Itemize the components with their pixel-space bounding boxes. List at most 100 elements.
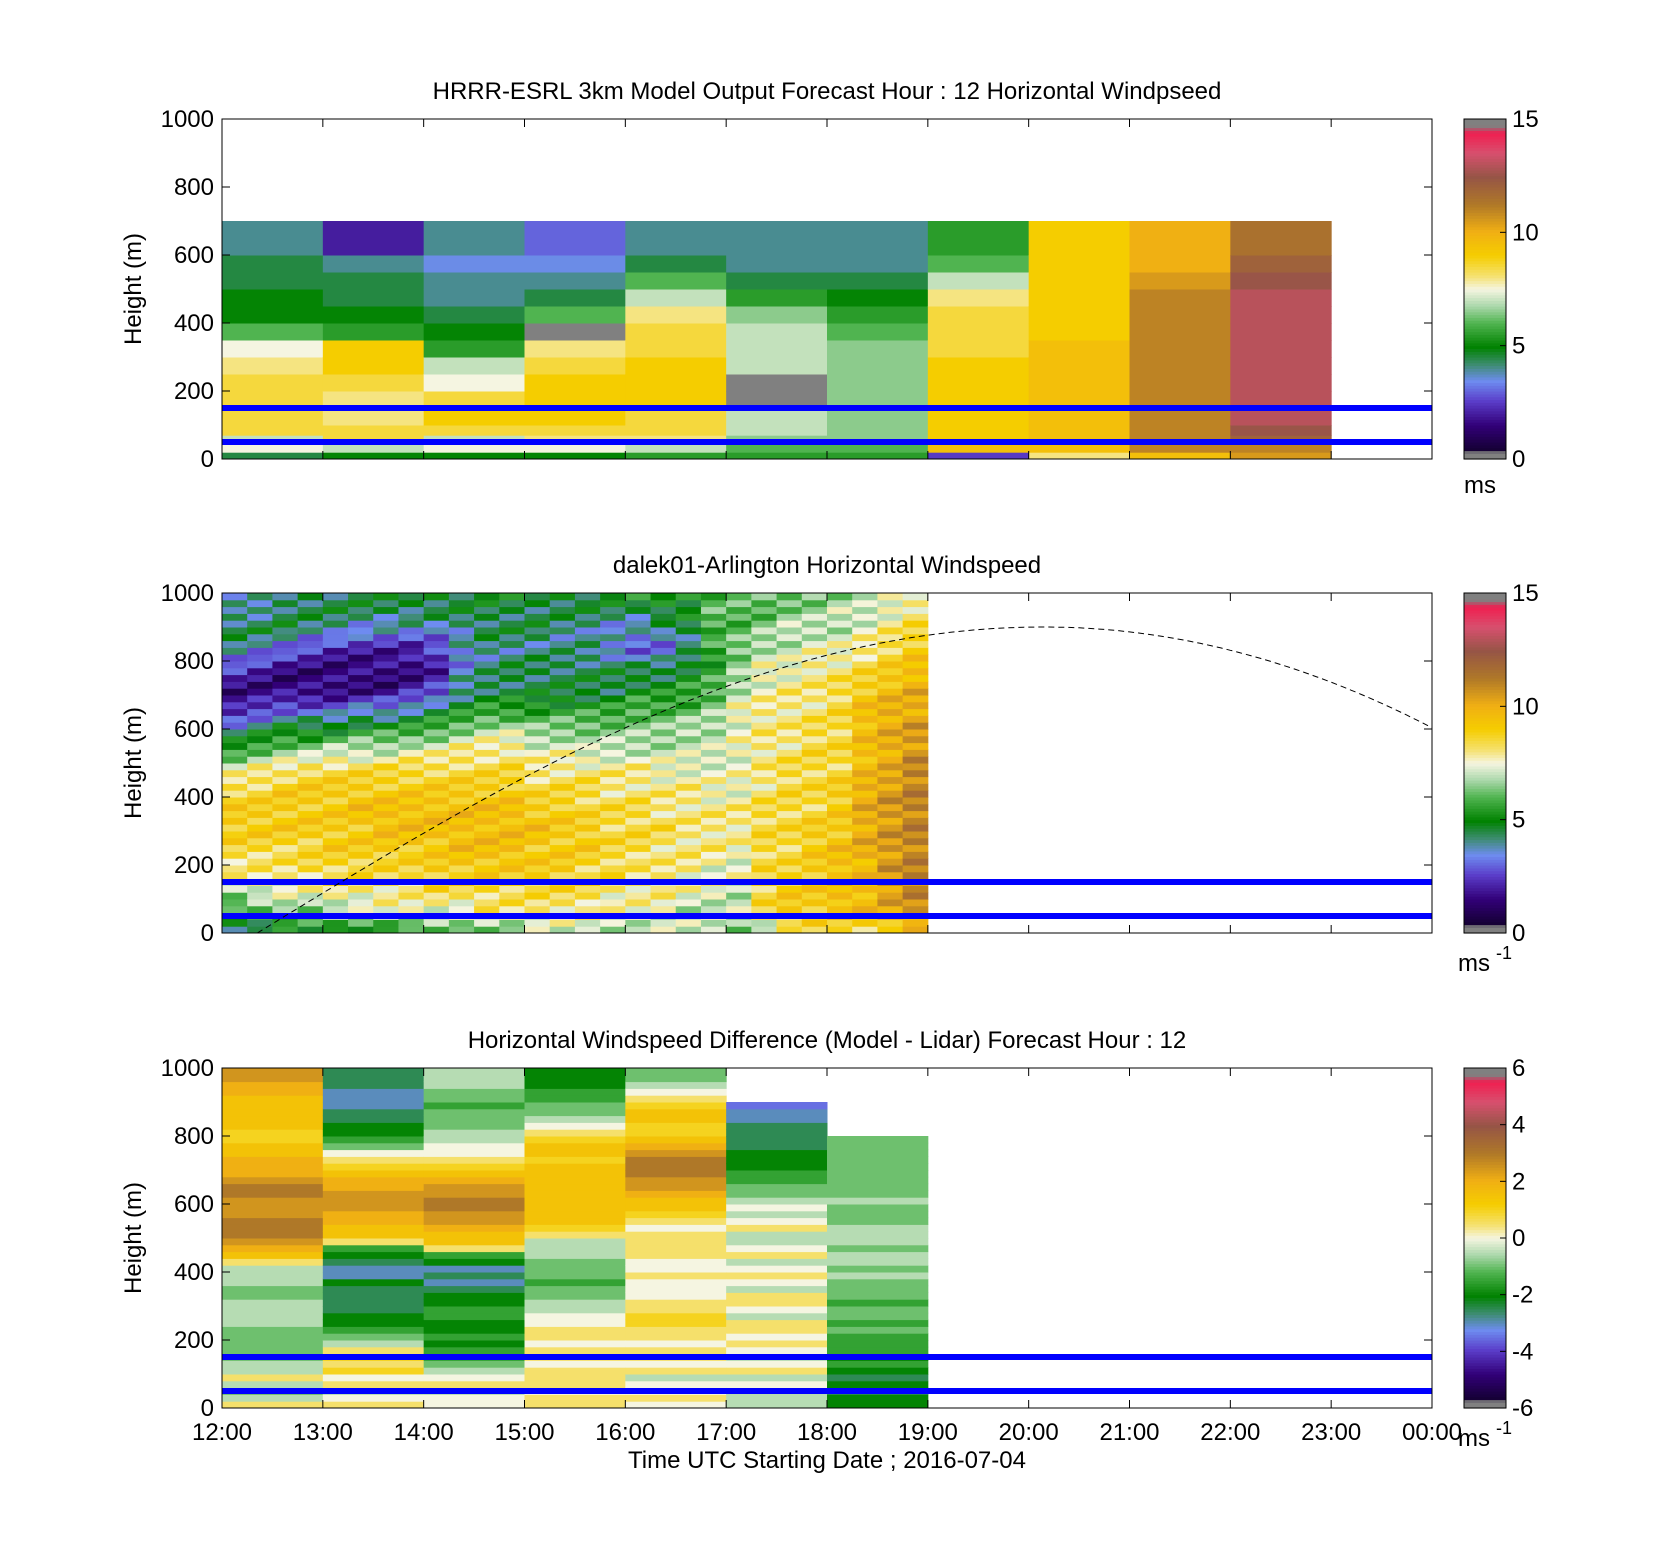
heatmap-cell — [297, 817, 324, 825]
heatmap-cell — [726, 1319, 828, 1327]
heatmap-cell — [474, 599, 500, 608]
heatmap-cell — [423, 1142, 525, 1151]
heatmap-cell — [650, 865, 677, 873]
heatmap-cell — [247, 844, 273, 852]
heatmap-cell — [524, 1394, 626, 1402]
colorbar-segment — [1464, 138, 1506, 143]
heatmap-cell — [675, 681, 702, 689]
heatmap-cell — [625, 654, 652, 662]
heatmap-cell — [448, 797, 475, 805]
heatmap-cell — [625, 1122, 727, 1130]
heatmap-cell — [650, 688, 677, 696]
colorbar-segment — [1464, 816, 1506, 821]
heatmap-cell — [524, 620, 551, 628]
heatmap-cell — [448, 674, 475, 682]
colorbar-segment — [1464, 1405, 1506, 1409]
heatmap-cell — [322, 661, 349, 669]
heatmap-cell — [700, 899, 727, 907]
heatmap-cell — [574, 919, 601, 927]
heatmap-cell — [675, 919, 702, 927]
heatmap-cell — [877, 681, 904, 689]
heatmap-cell — [726, 1244, 828, 1253]
heatmap-cell — [423, 1102, 525, 1110]
heatmap-cell — [549, 851, 576, 859]
x-axis-label: Time UTC Starting Date ; 2016-07-04 — [628, 1447, 1026, 1474]
colorbar-segment — [1464, 661, 1506, 665]
heatmap-cell — [222, 1401, 324, 1409]
colorbar-segment — [1464, 853, 1506, 858]
heatmap-cell — [222, 1285, 324, 1293]
colorbar-segment — [1464, 291, 1506, 296]
heatmap-cell — [625, 776, 652, 784]
colorbar-segment — [1464, 413, 1506, 418]
heatmap-cell — [373, 892, 399, 900]
heatmap-cell — [448, 769, 475, 778]
heatmap-cell — [524, 688, 551, 696]
heatmap-cell — [650, 701, 677, 710]
heatmap-cell — [927, 374, 1030, 392]
heatmap-cell — [222, 221, 324, 256]
heatmap-cell — [373, 919, 399, 927]
heatmap-cell — [650, 763, 677, 771]
heatmap-cell — [297, 695, 324, 703]
heatmap-cell — [373, 865, 399, 873]
heatmap-cell — [398, 763, 425, 771]
colorbar-segment — [1464, 1198, 1506, 1202]
heatmap-cell — [776, 627, 803, 635]
heatmap-cell — [448, 742, 475, 750]
heatmap-cell — [448, 776, 475, 784]
colorbar-segment — [1464, 1107, 1506, 1112]
heatmap-cell — [448, 783, 475, 791]
heatmap-cell — [625, 885, 652, 893]
colorbar-segment — [1464, 1172, 1506, 1177]
colorbar-segment — [1464, 751, 1506, 756]
heatmap-cell — [549, 742, 576, 750]
colorbar-segment — [1464, 1167, 1506, 1171]
heatmap-cell — [726, 1210, 828, 1219]
heatmap-cell — [751, 885, 778, 893]
heatmap-cell — [726, 452, 828, 460]
heatmap-cell — [524, 1170, 626, 1178]
heatmap-cell — [726, 255, 828, 273]
heatmap-cell — [297, 613, 324, 621]
heatmap-cell — [726, 756, 752, 764]
heatmap-cell — [852, 654, 878, 662]
heatmap-cell — [1129, 340, 1231, 358]
heatmap-cell — [272, 701, 299, 710]
colorbar-segment — [1464, 782, 1506, 787]
heatmap-cell — [650, 769, 677, 778]
colorbar-segment — [1464, 1257, 1506, 1262]
heatmap-cell — [675, 865, 702, 873]
heatmap-cell — [877, 640, 904, 648]
heatmap-cell — [650, 824, 677, 832]
heatmap-cell — [524, 1374, 626, 1382]
heatmap-cell — [549, 817, 576, 825]
heatmap-cell — [322, 1272, 425, 1280]
heatmap-cell — [574, 674, 601, 682]
colorbar-segment — [1464, 760, 1506, 764]
heatmap-cell — [499, 627, 525, 635]
heatmap-cell — [423, 593, 450, 601]
heatmap-cell — [625, 599, 652, 608]
heatmap-cell — [600, 667, 626, 676]
colorbar-segment — [1464, 147, 1506, 151]
colorbar-segment — [1464, 1374, 1506, 1378]
heatmap-cell — [373, 810, 399, 818]
heatmap-cell — [524, 323, 626, 341]
heatmap-cell — [675, 831, 702, 839]
heatmap-cell — [625, 1319, 727, 1327]
heatmap-cell — [448, 599, 475, 608]
heatmap-cell — [827, 1299, 929, 1307]
heatmap-cell — [1230, 442, 1332, 453]
heatmap-cell — [423, 667, 450, 676]
heatmap-cell — [625, 871, 652, 880]
heatmap-cell — [322, 1176, 425, 1185]
heatmap-cell — [373, 735, 399, 744]
colorbar-tick-label: 0 — [1512, 446, 1525, 473]
heatmap-cell — [852, 756, 878, 764]
heatmap-cell — [776, 722, 803, 730]
heatmap-cell — [272, 824, 299, 832]
heatmap-cell — [272, 817, 299, 825]
heatmap-cell — [348, 763, 374, 771]
heatmap-cell — [398, 640, 425, 648]
